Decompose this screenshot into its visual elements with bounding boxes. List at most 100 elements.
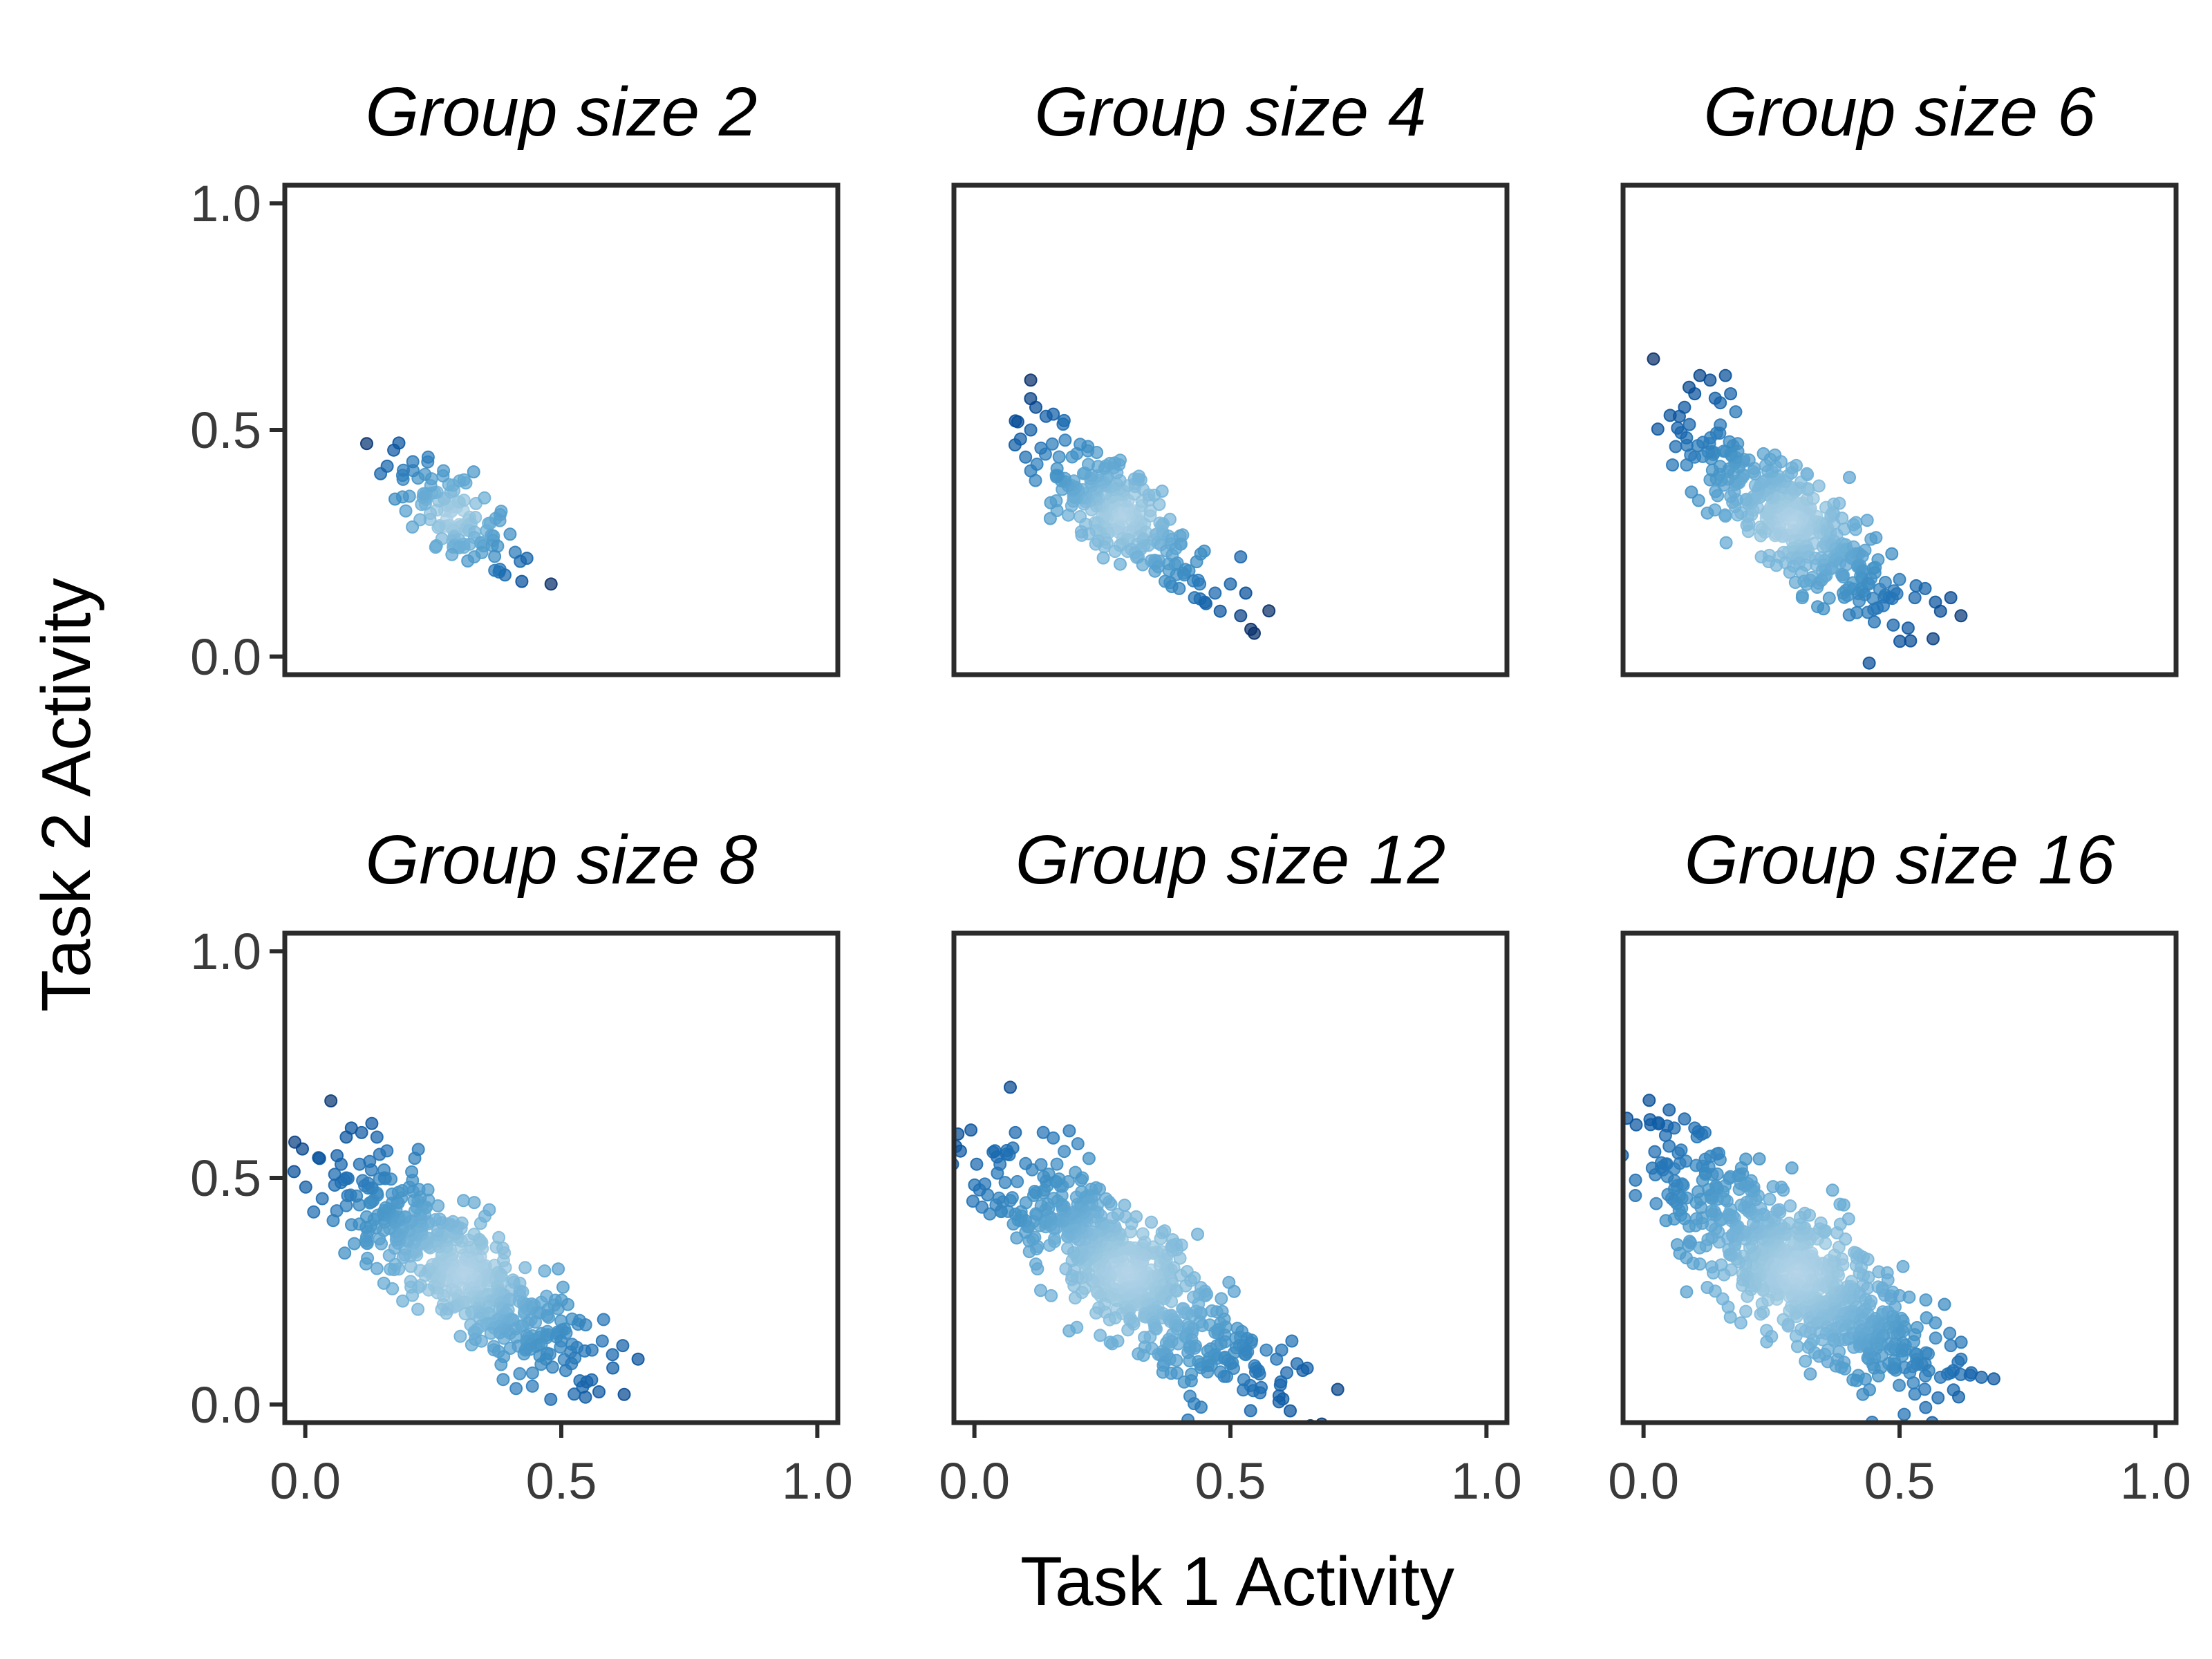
scatter-point [1724,387,1738,401]
scatter-point [1671,421,1685,435]
scatter-point [1071,1137,1085,1151]
scatter-point [382,1248,396,1262]
scatter-point [467,1228,481,1241]
scatter-point [1705,1260,1718,1274]
scatter-point [616,1339,630,1353]
scatter-point [1130,1210,1143,1224]
scatter-point [1691,1185,1705,1199]
scatter-point [1662,1139,1676,1153]
scatter-point [1843,471,1856,485]
scatter-point [1058,433,1072,447]
scatter-point [1861,1282,1875,1295]
scatter-point [1253,1386,1267,1400]
scatter-point [1047,1192,1060,1206]
scatter-point [1691,494,1705,507]
x-tick-label: 1.0 [782,1452,853,1510]
scatter-point [2024,1450,2036,1462]
scatter-point [1197,544,1211,558]
scatter-point [411,1302,425,1316]
scatter-point [1132,469,1146,483]
scatter-point [1881,1273,1895,1287]
scatter-point [1028,1185,1042,1198]
scatter-point [1929,1316,1942,1330]
scatter-point [1034,1199,1048,1212]
scatter-point [1121,1323,1135,1337]
scatter-point [1034,1284,1047,1297]
scatter-point [1103,1313,1116,1327]
scatter-point [1188,1341,1201,1355]
scatter-point [421,450,435,464]
scatter-point [478,491,491,505]
scatter-point [1669,440,1683,453]
scatter-point [1009,1125,1022,1139]
scatter-point [1724,489,1738,503]
scatter-point [429,541,442,554]
scatter-point [1239,586,1253,600]
scatter-point [457,473,471,487]
scatter-point [1719,536,1733,550]
scatter-point [1906,1376,1920,1389]
scatter-point [1919,1400,1933,1414]
scatter-point [542,1311,555,1324]
scatter-point [1208,586,1222,600]
scatter-point [379,1201,393,1215]
scatter-point [396,1294,410,1308]
scatter-point [1284,1404,1297,1418]
scatter-point [370,1262,384,1275]
scatter-point [324,1094,338,1108]
scatter-point [1177,568,1191,582]
panel-title: Group size 16 [1685,821,2115,899]
scatter-point [1244,1404,1257,1418]
scatter-point [1215,1292,1228,1306]
scatter-point [1683,1235,1696,1248]
scatter-point [1788,576,1802,589]
scatter-point [1678,1112,1691,1126]
panel-title: Group size 12 [1015,821,1446,899]
scatter-point [568,1387,581,1401]
scatter-point [1082,1152,1096,1165]
points-group [1623,1094,2036,1462]
scatter-point [1885,547,1899,561]
scatter-point [1836,570,1850,583]
scatter-point [1754,1307,1768,1321]
scatter-point [1835,512,1849,525]
scatter-point [1069,1165,1082,1179]
scatter-point [1856,1387,1870,1401]
scatter-point [1036,1125,1050,1139]
scatter-point [1034,441,1048,455]
scatter-point [1194,1400,1208,1414]
y-tick-label: 1.0 [190,175,261,232]
scatter-point [360,437,373,451]
scatter-point [1819,1237,1833,1250]
scatter-point [406,455,420,469]
scatter-point [1234,609,1248,623]
scatter-point [964,1123,978,1137]
scatter-point [1931,1391,1945,1405]
scatter-point [1850,606,1864,619]
scatter-point [1954,1335,1968,1349]
scatter-point [595,1334,609,1348]
x-tick-label: 0.5 [1864,1452,1936,1510]
scatter-point [1723,435,1736,449]
scatter-point [1822,591,1836,605]
scatter-point [453,1329,467,1343]
scatter-point [348,1237,361,1250]
scatter-point [1768,448,1782,462]
panel-2: Group size 4 [951,73,1510,677]
scatter-point [1158,1224,1172,1238]
scatter-point [1050,462,1064,476]
scatter-point [1145,1215,1159,1229]
scatter-point [1052,450,1066,464]
scatter-point [1019,1156,1033,1170]
scatter-point [1812,479,1826,493]
y-tick-label: 0.5 [190,1150,261,1207]
scatter-point [1783,1199,1797,1212]
scatter-point [1826,1183,1839,1197]
scatter-point [1629,1173,1642,1187]
scatter-point [377,1276,391,1290]
scatter-point [397,463,411,477]
scatter-point [1193,577,1207,591]
scatter-point [1111,1208,1125,1221]
scatter-point [1057,413,1071,427]
scatter-point [1718,508,1732,522]
